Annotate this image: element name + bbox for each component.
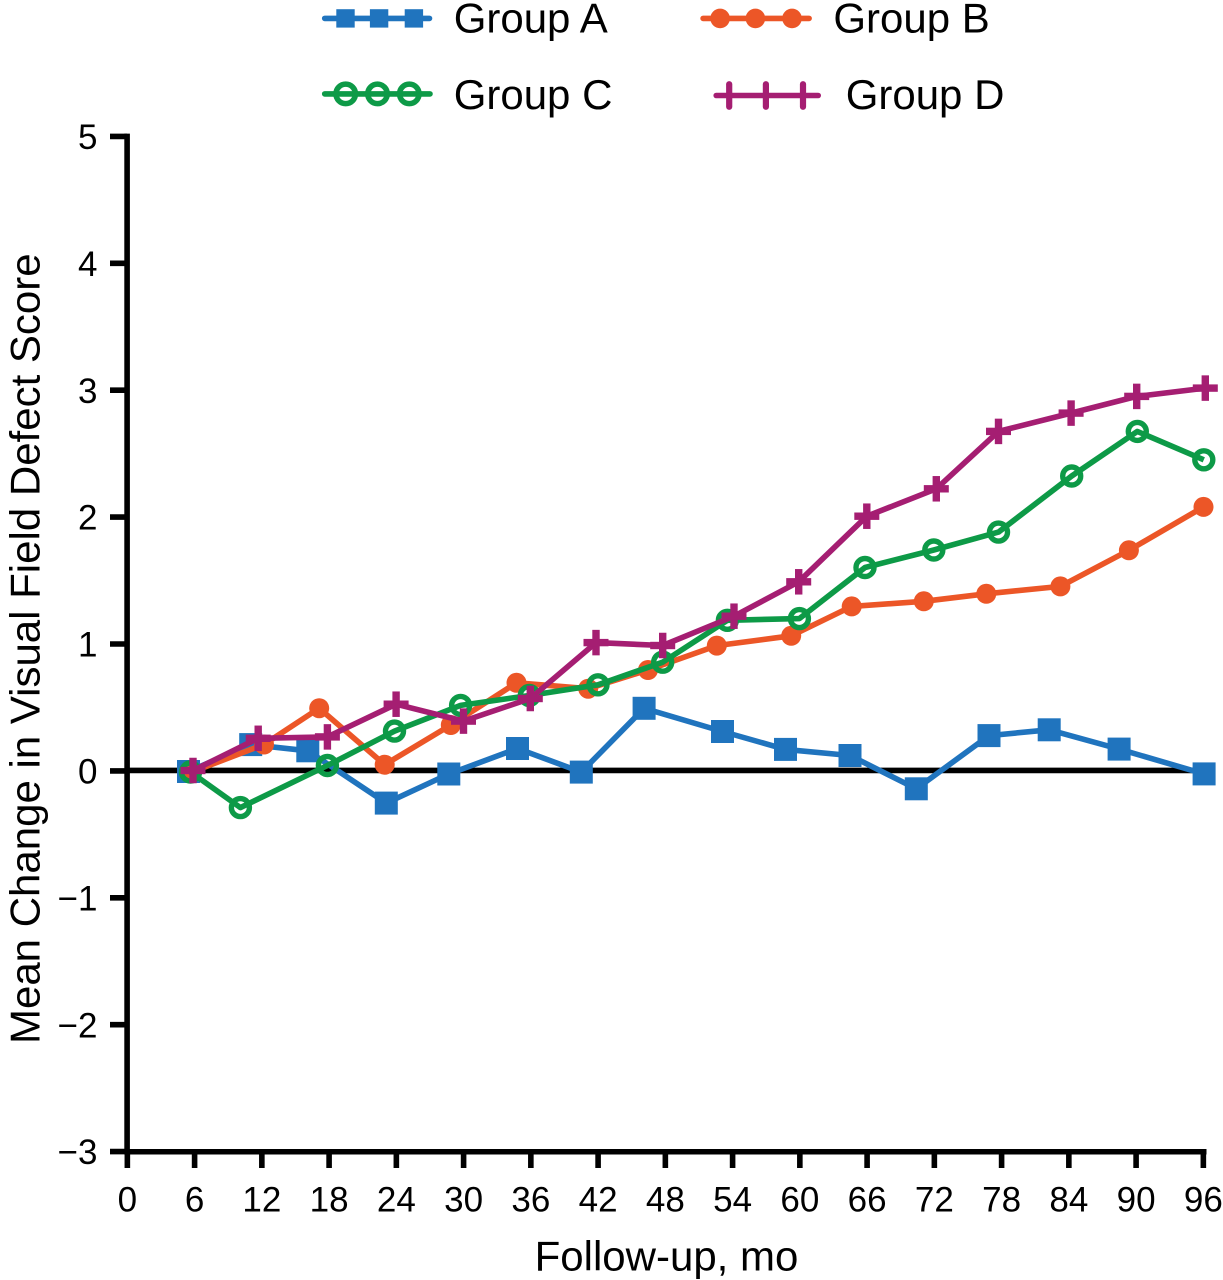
svg-text:48: 48 — [646, 1181, 685, 1220]
svg-text:12: 12 — [242, 1181, 281, 1220]
svg-text:96: 96 — [1184, 1181, 1223, 1220]
svg-text:90: 90 — [1117, 1181, 1156, 1220]
svg-text:1: 1 — [78, 626, 97, 665]
svg-text:−2: −2 — [58, 1006, 98, 1045]
svg-text:Group D: Group D — [846, 71, 1005, 118]
svg-text:−1: −1 — [58, 879, 98, 918]
svg-text:5: 5 — [78, 118, 97, 157]
svg-text:42: 42 — [579, 1181, 618, 1220]
svg-text:54: 54 — [713, 1181, 752, 1220]
svg-text:Group B: Group B — [833, 0, 989, 42]
svg-text:24: 24 — [377, 1181, 416, 1220]
svg-text:18: 18 — [310, 1181, 349, 1220]
svg-text:Group C: Group C — [454, 71, 613, 118]
svg-text:6: 6 — [185, 1181, 204, 1220]
svg-text:84: 84 — [1049, 1181, 1088, 1220]
svg-text:0: 0 — [118, 1181, 137, 1220]
svg-text:2: 2 — [78, 499, 97, 538]
svg-text:Group A: Group A — [454, 0, 608, 42]
svg-text:−3: −3 — [58, 1133, 98, 1172]
svg-text:Mean Change in Visual Field De: Mean Change in Visual Field Defect Score — [2, 253, 49, 1044]
svg-text:60: 60 — [780, 1181, 819, 1220]
svg-text:66: 66 — [848, 1181, 887, 1220]
svg-text:78: 78 — [982, 1181, 1021, 1220]
svg-text:Follow-up, mo: Follow-up, mo — [535, 1233, 799, 1280]
svg-text:36: 36 — [511, 1181, 550, 1220]
svg-text:0: 0 — [78, 752, 97, 791]
svg-text:30: 30 — [444, 1181, 483, 1220]
svg-text:72: 72 — [915, 1181, 954, 1220]
svg-text:4: 4 — [78, 245, 97, 284]
svg-text:3: 3 — [78, 372, 97, 411]
